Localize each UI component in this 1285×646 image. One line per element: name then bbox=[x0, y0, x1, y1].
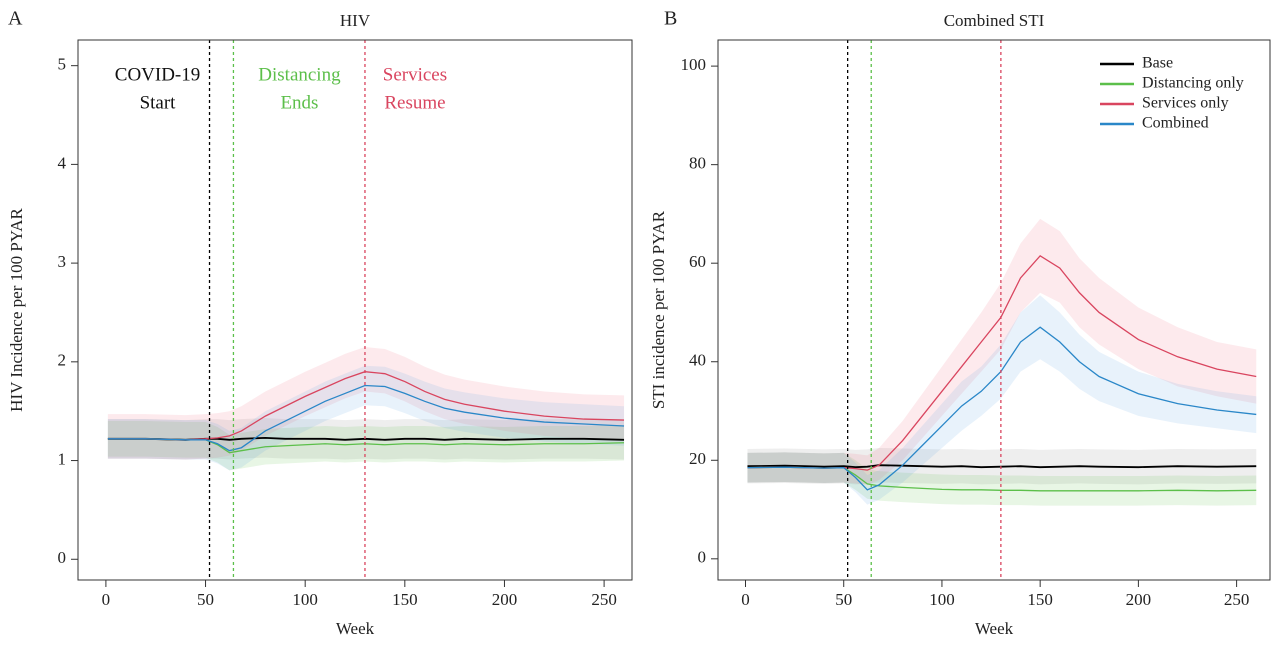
plot-frame bbox=[77, 39, 633, 581]
x-tick-label: 150 bbox=[1027, 590, 1053, 609]
y-tick-label: 4 bbox=[58, 153, 67, 172]
y-axis-label: HIV Incidence per 100 PYAR bbox=[7, 208, 26, 412]
confidence-band bbox=[107, 421, 625, 471]
confidence-band bbox=[107, 347, 625, 460]
legend-label: Services only bbox=[1142, 95, 1229, 112]
chart-title: HIV bbox=[340, 11, 371, 30]
series-line bbox=[747, 254, 1257, 471]
chart-title: Combined STI bbox=[944, 11, 1045, 30]
series-line bbox=[107, 384, 625, 452]
y-tick-label: 80 bbox=[689, 154, 706, 173]
x-axis-label: Week bbox=[975, 619, 1014, 638]
event-label: COVID-19 bbox=[115, 64, 201, 85]
plot-frame bbox=[717, 39, 1271, 581]
confidence-band bbox=[747, 218, 1257, 485]
legend-label: Base bbox=[1142, 55, 1173, 72]
confidence-band bbox=[747, 295, 1257, 505]
y-tick-label: 20 bbox=[689, 449, 706, 468]
y-tick-label: 3 bbox=[58, 252, 67, 271]
panel-label: B bbox=[664, 8, 677, 30]
y-tick-label: 2 bbox=[58, 351, 67, 370]
x-tick-label: 200 bbox=[1126, 590, 1152, 609]
x-tick-label: 100 bbox=[292, 590, 318, 609]
event-label: Services bbox=[383, 64, 447, 85]
legend-label: Combined bbox=[1142, 115, 1209, 132]
y-tick-label: 100 bbox=[681, 55, 707, 74]
x-axis-label: Week bbox=[336, 619, 375, 638]
x-tick-label: 50 bbox=[835, 590, 852, 609]
x-tick-label: 100 bbox=[929, 590, 955, 609]
series-line bbox=[747, 326, 1257, 491]
y-tick-label: 60 bbox=[689, 252, 706, 271]
y-axis-label: STI incidence per 100 PYAR bbox=[649, 210, 668, 409]
x-tick-label: 0 bbox=[102, 590, 111, 609]
x-tick-label: 50 bbox=[197, 590, 214, 609]
confidence-band bbox=[747, 452, 1257, 506]
x-tick-label: 150 bbox=[392, 590, 418, 609]
x-tick-label: 200 bbox=[492, 590, 518, 609]
y-tick-label: 40 bbox=[689, 351, 706, 370]
panel-label: A bbox=[8, 8, 23, 30]
series-line bbox=[747, 464, 1257, 469]
confidence-band bbox=[107, 365, 625, 471]
series-line bbox=[747, 466, 1257, 492]
x-tick-label: 250 bbox=[1224, 590, 1250, 609]
event-label: Start bbox=[140, 92, 177, 113]
y-tick-label: 5 bbox=[58, 55, 67, 74]
legend-label: Distancing only bbox=[1142, 75, 1244, 92]
y-tick-label: 1 bbox=[58, 449, 67, 468]
y-tick-label: 0 bbox=[58, 548, 67, 567]
series-line bbox=[107, 371, 625, 441]
x-tick-label: 0 bbox=[741, 590, 750, 609]
event-label: Ends bbox=[280, 92, 318, 113]
event-label: Resume bbox=[384, 92, 445, 113]
x-tick-label: 250 bbox=[591, 590, 617, 609]
event-label: Distancing bbox=[258, 64, 341, 85]
y-tick-label: 0 bbox=[698, 548, 707, 567]
